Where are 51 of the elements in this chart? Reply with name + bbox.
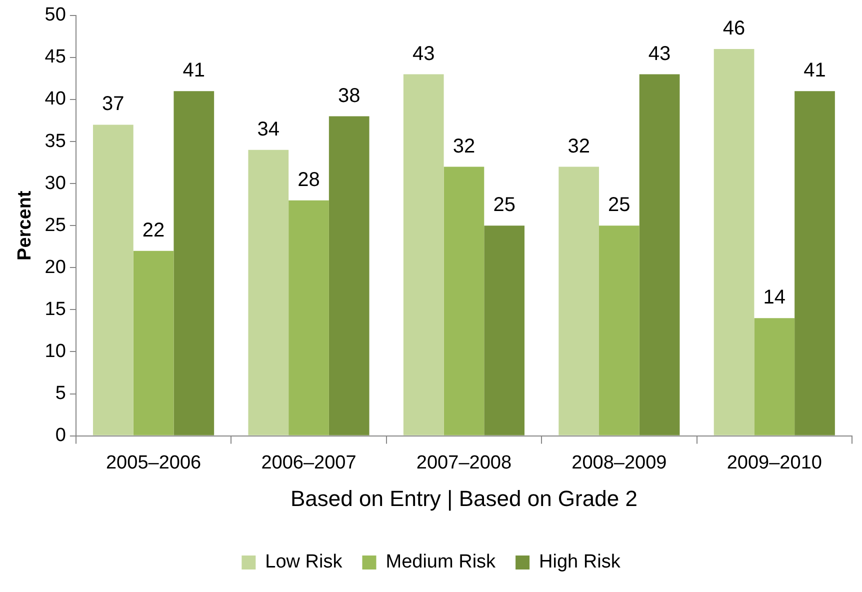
x-tick-label: 2009–2010 [726, 452, 822, 474]
bar [754, 318, 795, 436]
bar [93, 124, 134, 436]
bar [794, 91, 835, 436]
y-tick-label: 45 [44, 46, 66, 68]
y-tick-label: 0 [55, 425, 66, 446]
data-label: 43 [412, 42, 435, 65]
bar [133, 250, 174, 436]
x-tick-label: 2008–2009 [572, 452, 667, 474]
data-label: 32 [568, 135, 590, 158]
bar [328, 116, 370, 436]
legend-label: Medium Risk [386, 552, 496, 573]
x-tick-label: 2005–2006 [106, 452, 202, 474]
data-label: 14 [763, 286, 786, 309]
legend-label: High Risk [539, 552, 621, 573]
y-tick-label: 5 [55, 382, 66, 404]
y-tick-label: 50 [44, 4, 66, 26]
bar [639, 74, 680, 436]
x-axis-title: Based on Entry | Based on Grade 2 [290, 486, 638, 511]
y-tick-label: 25 [44, 214, 66, 236]
x-tick-label: 2006–2007 [261, 452, 356, 474]
y-tick-label: 40 [44, 88, 66, 110]
data-label: 34 [257, 118, 280, 140]
bar [484, 226, 524, 436]
x-tick-label: 2007–2008 [416, 452, 512, 474]
bar [288, 200, 329, 436]
data-label: 25 [493, 194, 516, 216]
data-label: 43 [648, 42, 671, 65]
bar [174, 91, 214, 436]
data-label: 41 [182, 60, 206, 82]
legend-label: Low Risk [265, 552, 343, 573]
data-label: 37 [102, 93, 124, 116]
bar [558, 166, 600, 436]
bar [403, 74, 444, 436]
data-label: 38 [338, 84, 360, 107]
bar [599, 226, 640, 436]
y-tick-label: 30 [44, 172, 66, 194]
y-tick-label: 15 [44, 298, 66, 320]
bar [248, 150, 289, 436]
data-label: 41 [804, 60, 826, 82]
bar [444, 166, 484, 436]
data-label: 32 [452, 135, 476, 158]
y-tick-label: 35 [44, 130, 66, 152]
data-label: 28 [298, 168, 320, 191]
data-label: 46 [722, 18, 746, 40]
y-tick-label: 10 [44, 340, 66, 362]
y-tick-label: 20 [44, 256, 66, 278]
data-label: 25 [608, 194, 630, 216]
data-label: 22 [142, 219, 165, 242]
bar [714, 49, 754, 436]
y-axis-title: Percent [14, 190, 36, 260]
